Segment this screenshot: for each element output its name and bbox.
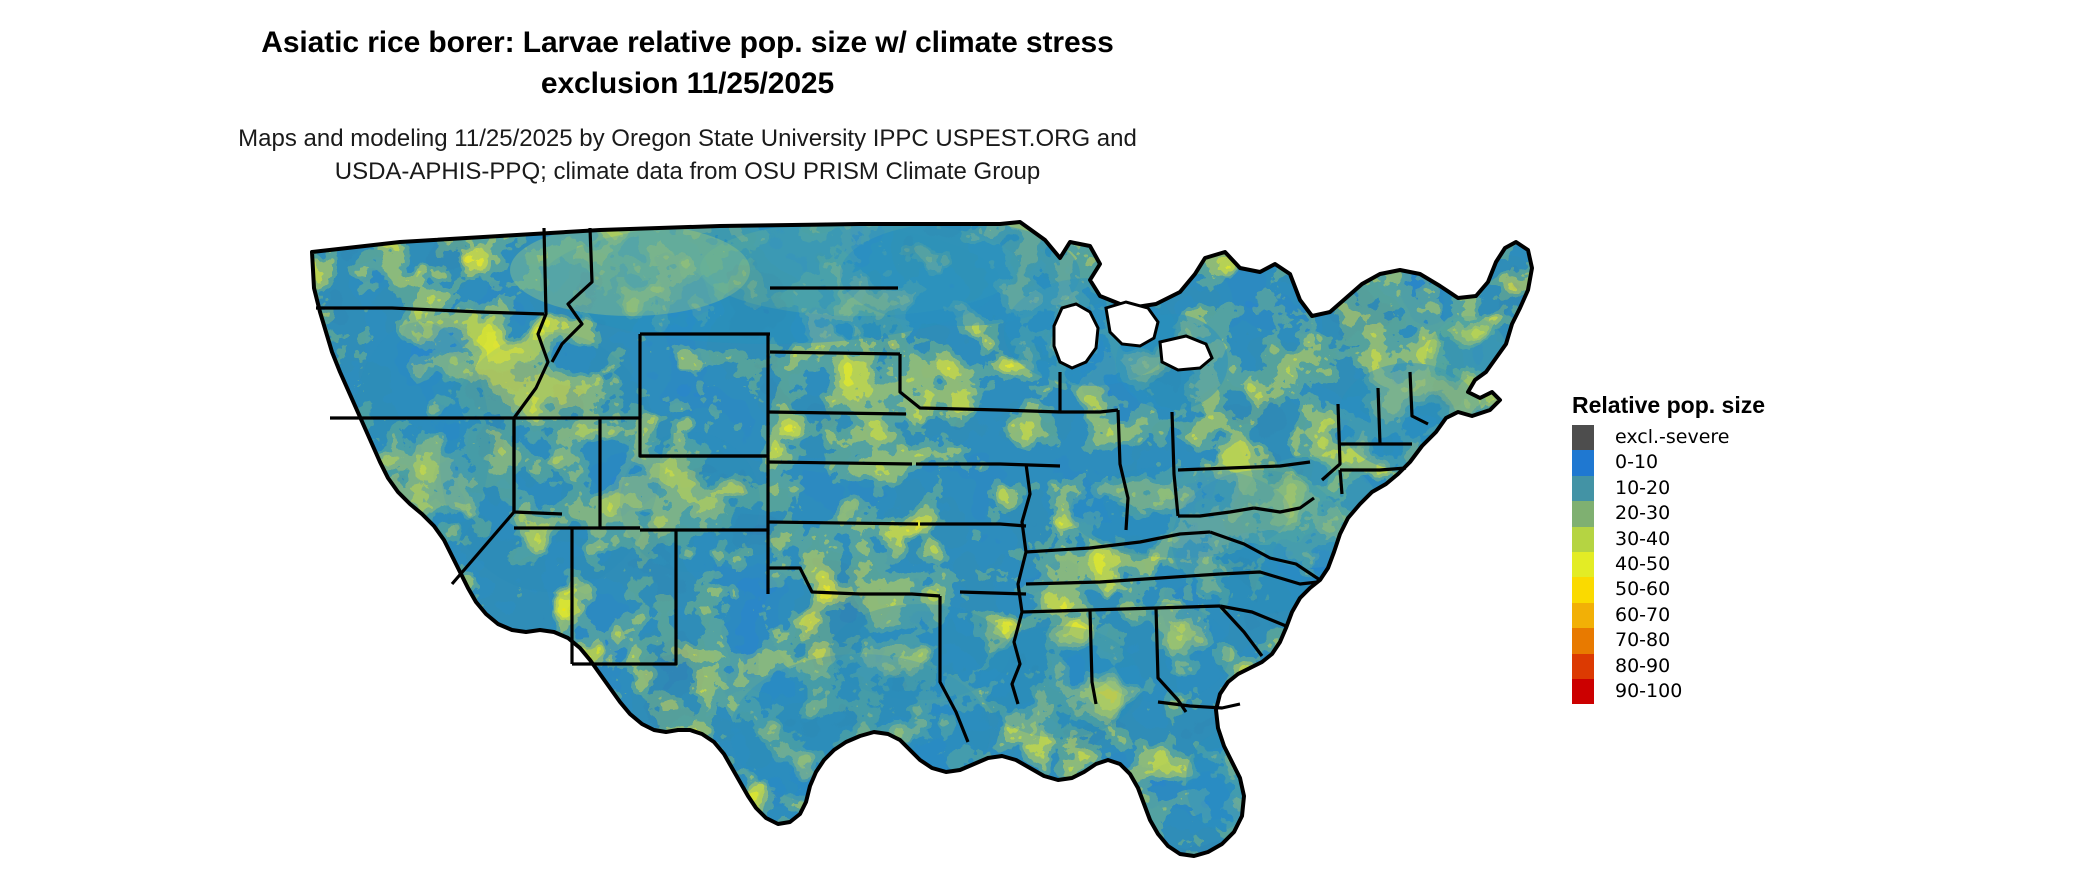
legend-label: 30-40 xyxy=(1615,527,1671,550)
conus-outline xyxy=(310,220,1534,858)
map-legend: Relative pop. size excl.-severe 0-10 10-20… xyxy=(1572,392,1892,705)
legend-label: 10-20 xyxy=(1615,476,1671,499)
legend-label: 0-10 xyxy=(1615,451,1659,474)
map-svg xyxy=(300,212,1560,882)
legend-color-swatch xyxy=(1572,501,1594,527)
legend-color-swatch xyxy=(1572,628,1594,654)
legend-row[interactable]: 20-30 xyxy=(1572,501,1892,527)
legend-row[interactable]: 80-90 xyxy=(1572,653,1892,679)
legend-label: excl.-severe xyxy=(1615,426,1730,448)
legend-label: 50-60 xyxy=(1615,578,1671,601)
legend-label: 70-80 xyxy=(1615,629,1671,652)
legend-label: 80-90 xyxy=(1615,654,1671,677)
subtitle-block: Maps and modeling 11/25/2025 by Oregon S… xyxy=(0,122,1375,188)
legend-label: 60-70 xyxy=(1615,603,1671,626)
legend-row[interactable]: excl.-severe xyxy=(1572,425,1892,451)
legend-color-swatch xyxy=(1572,551,1594,578)
legend-color-swatch xyxy=(1572,602,1594,629)
legend-label: 20-30 xyxy=(1615,502,1671,525)
legend-color-swatch xyxy=(1572,475,1594,502)
great-lakes xyxy=(1052,300,1214,372)
legend-color-swatch xyxy=(1572,450,1594,476)
legend-color-swatch xyxy=(1572,526,1594,552)
state-boundaries xyxy=(316,227,1429,743)
legend-row[interactable]: 10-20 xyxy=(1572,475,1892,502)
page-subtitle: Maps and modeling 11/25/2025 by Oregon S… xyxy=(238,125,1137,185)
legend-color-swatch xyxy=(1572,678,1594,705)
legend-label: 40-50 xyxy=(1615,552,1671,575)
us-choropleth-map[interactable] xyxy=(300,212,1560,882)
title-block: Asiatic rice borer: Larvae relative pop.… xyxy=(0,22,1375,104)
legend-row[interactable]: 30-40 xyxy=(1572,526,1892,552)
legend-row[interactable]: 0-10 xyxy=(1572,450,1892,476)
legend-rows: excl.-severe 0-10 10-20 20-30 30-40 40-50 50-6… xyxy=(1572,425,1892,705)
legend-row[interactable]: 50-60 xyxy=(1572,577,1892,603)
legend-row[interactable]: 70-80 xyxy=(1572,628,1892,654)
legend-color-swatch xyxy=(1572,577,1594,603)
legend-row[interactable]: 90-100 xyxy=(1572,678,1892,705)
legend-title: Relative pop. size xyxy=(1572,392,1766,418)
legend-row[interactable]: 60-70 xyxy=(1572,602,1892,629)
raster-layer xyxy=(312,222,1532,856)
page-title: Asiatic rice borer: Larvae relative pop.… xyxy=(261,26,1114,100)
legend-label: 90-100 xyxy=(1615,679,1683,702)
legend-color-swatch xyxy=(1572,653,1594,679)
legend-row[interactable]: 40-50 xyxy=(1572,551,1892,578)
legend-color-swatch xyxy=(1572,425,1594,451)
